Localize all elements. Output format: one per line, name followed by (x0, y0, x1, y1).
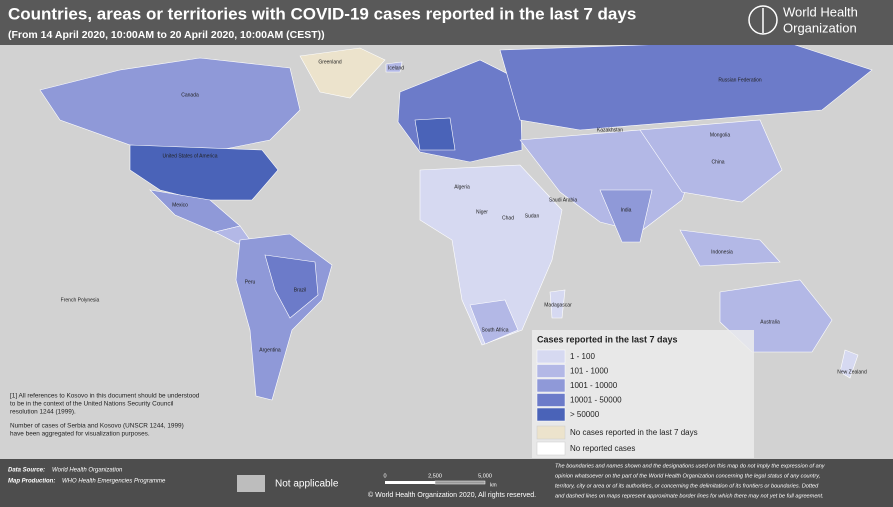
map-labels: Greenland Iceland Canada United States of A… (61, 59, 867, 375)
legend-label: No reported cases (570, 444, 635, 453)
country-label: Indonesia (711, 249, 733, 255)
india (599, 189, 653, 243)
who-emblem (748, 5, 778, 35)
disclaimer-line: opinion whatsoever on the part of the Wo… (555, 473, 820, 479)
legend: 1 - 100 101 - 1000 1001 - 10000 10001 - 500… (536, 349, 698, 456)
copyright: © World Health Organization 2020, All ri… (368, 491, 536, 499)
canada (39, 57, 301, 151)
data-source: World Health Organization (52, 468, 123, 474)
logo-line: World Health (783, 4, 858, 19)
legend-swatch (536, 378, 566, 393)
country-label: China (711, 159, 724, 165)
country-label: Canada (181, 92, 199, 98)
scale-tick: 0 (383, 473, 386, 479)
scale-segment (385, 481, 435, 484)
notes: [1] All references to Kosovo in this doc… (10, 393, 200, 438)
country-label: Sudan (525, 213, 540, 219)
new-zealand (839, 349, 859, 379)
country-label: Russian Federation (718, 77, 762, 83)
southern-africa (469, 299, 519, 345)
country-label: Chad (502, 215, 514, 221)
note-line: to be in the context of the United Natio… (10, 401, 173, 408)
land (39, 39, 873, 401)
iceland (385, 61, 403, 73)
country-label: Peru (245, 279, 256, 285)
data-source-label: Data Source: (8, 468, 45, 474)
country-label: New Zealand (837, 369, 867, 375)
legend-label: 101 - 1000 (570, 367, 609, 376)
greenland (299, 47, 386, 99)
legend-label: > 50000 (570, 410, 600, 419)
legend-swatch (536, 349, 566, 364)
country-label: Argentina (259, 347, 281, 353)
title: Countries, areas or territories with COV… (8, 4, 636, 23)
brazil (264, 254, 319, 319)
legend-swatch (536, 393, 566, 407)
scale-tick: 2,500 (428, 473, 442, 479)
scale-labels: 0 2,500 5,000 (383, 473, 491, 479)
disclaimer-line: territory, city or area or of its author… (555, 483, 819, 489)
country-label: Brazil (294, 287, 307, 293)
country-label: United States of America (162, 153, 217, 159)
country-label: India (621, 207, 632, 213)
usa (129, 144, 279, 201)
country-label: Madagascar (544, 302, 572, 308)
map-production-label: Map Production: (8, 479, 55, 485)
legend-label: 1 - 100 (570, 352, 595, 361)
country-label: Mongolia (710, 132, 731, 138)
country-label: South Africa (482, 327, 509, 333)
legend-swatch (536, 364, 566, 378)
country-label: Iceland (388, 65, 404, 71)
disclaimer: The boundaries and names shown and the d… (555, 463, 826, 499)
country-label: Greenland (318, 59, 342, 65)
country-label: French Polynesia (61, 297, 100, 303)
logo-line: Organization (783, 20, 857, 35)
country-label: Australia (760, 319, 780, 325)
scale-tick: 5,000 (478, 473, 492, 479)
note-line: resolution 1244 (1999). (10, 409, 76, 416)
note-line: [1] All references to Kosovo in this doc… (10, 393, 200, 400)
africa (419, 164, 563, 346)
emblem-circle (748, 5, 778, 35)
legend-swatch (536, 425, 566, 440)
western-europe (414, 117, 456, 151)
madagascar (549, 289, 566, 319)
disclaimer-line: The boundaries and names shown and the d… (555, 463, 826, 469)
scale-segment (434, 480, 486, 485)
legend-label: 1001 - 10000 (570, 381, 618, 390)
indonesia (679, 229, 781, 267)
legend-label: 10001 - 50000 (570, 396, 622, 405)
china (639, 119, 783, 203)
legend-swatch (536, 407, 566, 422)
map-production: WHO Health Emergencies Programme (62, 479, 166, 485)
legend-box (532, 330, 754, 458)
country-label: Algeria (454, 184, 470, 190)
note-line: have been aggregated for visualization p… (10, 431, 150, 438)
disclaimer-line: and dashed lines on maps represent appro… (555, 493, 824, 499)
country-label: Kazakhstan (597, 127, 623, 133)
legend-swatch (536, 441, 566, 456)
note-line: Number of cases of Serbia and Kosovo (UN… (10, 423, 184, 430)
header-bar (0, 0, 893, 45)
not-applicable-swatch (237, 475, 265, 492)
not-applicable: Not applicable (275, 479, 339, 490)
country-label: Mexico (172, 202, 188, 208)
scale-bar (385, 480, 486, 485)
legend-label: No cases reported in the last 7 days (570, 428, 698, 437)
country-label: Saudi Arabia (549, 197, 578, 203)
scale-unit: km (490, 482, 497, 488)
subtitle: (From 14 April 2020, 10:00AM to 20 April… (8, 29, 325, 41)
country-label: Niger (476, 209, 488, 215)
legend-title: Cases reported in the last 7 days (537, 334, 678, 344)
